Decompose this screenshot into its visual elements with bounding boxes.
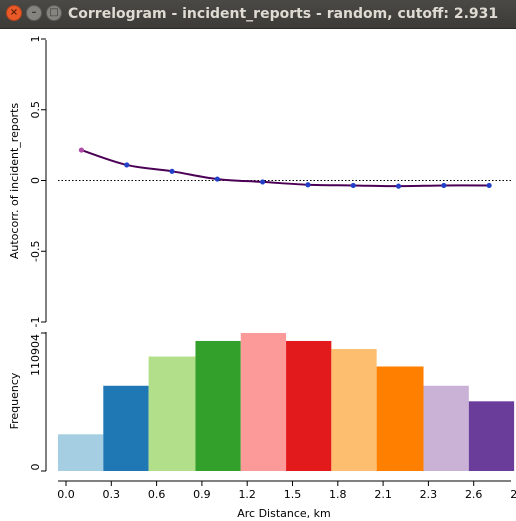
minimize-icon: – <box>31 7 37 18</box>
autocorrelation-point <box>486 182 492 189</box>
y-tick-label: 0.5 <box>29 101 42 119</box>
autocorrelation-point <box>305 182 311 188</box>
frequency-axis-label: Frequency <box>8 372 21 429</box>
x-axis-label: Arc Distance, km <box>237 507 331 520</box>
autocorrelation-point <box>214 176 220 182</box>
y-tick-label: -0.5 <box>29 241 42 262</box>
x-tick-label: 2.9 <box>510 488 516 501</box>
autocorrelation-panel: 1 0.5 0 -0.5 -1 Autocorr. of incident_reports <box>8 36 511 328</box>
histogram-bar <box>195 340 241 471</box>
autocorrelation-point <box>350 182 356 189</box>
histogram-bar <box>468 401 515 471</box>
x-tick-label: 2.6 <box>465 488 483 501</box>
histogram-bar <box>240 333 287 471</box>
title-bar[interactable]: × – □ Correlogram - incident_reports - r… <box>0 0 516 29</box>
frequency-tick-label: 110904 <box>29 334 42 376</box>
histogram-bar <box>331 349 377 471</box>
x-tick-label: 0.0 <box>57 488 75 501</box>
histogram-bar <box>423 385 469 471</box>
x-tick-label: 1.2 <box>238 488 256 501</box>
y-tick-label: 1 <box>29 36 42 43</box>
x-tick-label: 1.5 <box>284 488 302 501</box>
x-tick-label: 0.3 <box>103 488 121 501</box>
minimize-button[interactable]: – <box>26 5 42 21</box>
maximize-button[interactable]: □ <box>46 5 62 21</box>
histogram-bar <box>148 356 196 471</box>
x-tick-label: 0.9 <box>193 488 211 501</box>
histogram-bar <box>58 434 104 471</box>
y-axis-label: Autocorr. of incident_reports <box>8 103 21 260</box>
x-tick-label: 2.1 <box>374 488 392 501</box>
close-button[interactable]: × <box>6 5 22 21</box>
frequency-histogram-panel: 0 110904 Frequency 0.0 0.3 0.6 0.9 1.2 1.5 1.8 2.1… <box>8 332 516 520</box>
autocorrelation-point <box>78 147 85 153</box>
x-tick-label: 0.6 <box>148 488 166 501</box>
y-tick-label: 0 <box>29 177 42 184</box>
correlogram-plot: 1 0.5 0 -0.5 -1 Autocorr. of incident_reports… <box>8 36 516 521</box>
histogram-bar <box>103 385 149 471</box>
autocorrelation-line <box>81 149 490 188</box>
x-tick-label: 1.8 <box>329 488 347 501</box>
autocorrelation-point <box>441 182 447 189</box>
autocorrelation-point <box>124 162 130 168</box>
x-tick-label: 2.3 <box>420 488 438 501</box>
histogram-bar <box>376 366 424 471</box>
close-icon: × <box>9 7 19 18</box>
maximize-icon: □ <box>49 7 59 18</box>
autocorrelation-point <box>169 168 175 174</box>
autocorrelation-point <box>395 183 402 189</box>
window-title: Correlogram - incident_reports - random,… <box>68 6 499 22</box>
y-tick-label: -1 <box>29 317 42 328</box>
autocorrelation-point <box>260 179 266 185</box>
histogram-bar <box>286 340 332 471</box>
frequency-tick-label: 0 <box>29 464 42 471</box>
